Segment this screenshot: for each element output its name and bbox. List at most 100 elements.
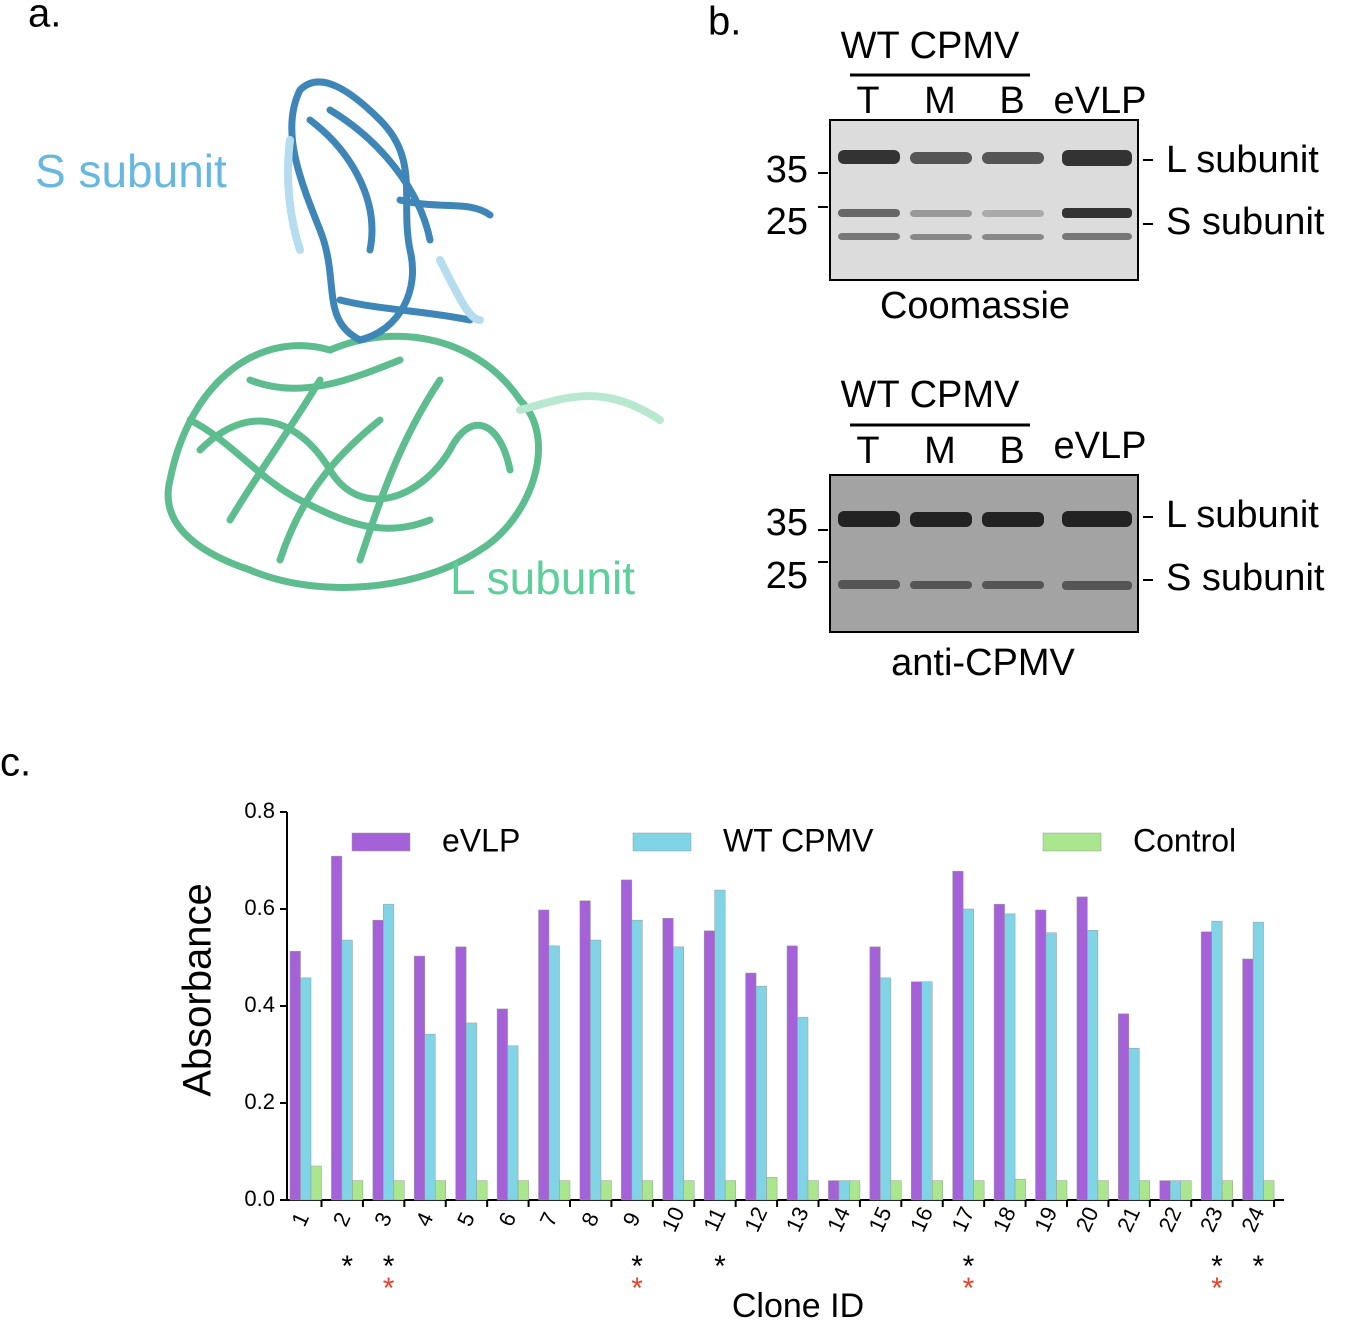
bar xyxy=(993,903,1005,1201)
x-tick-label: 14 xyxy=(822,1203,855,1236)
x-tick-label: 17 xyxy=(946,1203,979,1236)
bar xyxy=(1180,1180,1192,1201)
bar xyxy=(631,919,643,1201)
bar xyxy=(383,903,395,1201)
lane-label: B xyxy=(999,430,1024,472)
significance-mark: * xyxy=(714,1250,726,1283)
bar xyxy=(921,981,933,1201)
lane-label: M xyxy=(924,80,956,122)
bar xyxy=(1128,1047,1140,1201)
bar xyxy=(1242,958,1254,1201)
bar xyxy=(838,1180,850,1201)
bar xyxy=(559,1180,571,1201)
group-label: WT CPMV xyxy=(841,25,1020,67)
significance-mark: * xyxy=(341,1250,353,1283)
x-tick-label: 21 xyxy=(1112,1203,1145,1236)
band-label: L subunit xyxy=(1166,494,1319,536)
bar xyxy=(1087,930,1099,1201)
protein-structure xyxy=(164,78,664,591)
x-tick-label: 9 xyxy=(618,1208,646,1230)
bar xyxy=(331,855,343,1201)
bar xyxy=(786,945,798,1201)
bar xyxy=(1035,909,1047,1201)
bar xyxy=(310,1165,322,1201)
x-tick-label: 8 xyxy=(576,1208,604,1230)
bar xyxy=(1263,1180,1275,1201)
x-axis-title: Clone ID xyxy=(732,1287,864,1325)
bar xyxy=(590,939,602,1201)
x-tick-label: 23 xyxy=(1195,1203,1228,1236)
lane-label: eVLP xyxy=(1054,80,1147,122)
x-tick-label: 16 xyxy=(905,1203,938,1236)
bar xyxy=(1200,931,1212,1201)
legend-label: WT CPMV xyxy=(723,822,874,858)
y-tick-label: 0.6 xyxy=(244,895,275,920)
blot: WT CPMV T M B eVLP 35 25 L subunit S sub… xyxy=(766,25,1325,327)
bar xyxy=(548,945,560,1201)
bar xyxy=(600,1180,612,1201)
significance-mark: * xyxy=(963,1250,975,1283)
bar xyxy=(745,972,757,1201)
bar xyxy=(414,955,425,1201)
legend-label: Control xyxy=(1133,822,1236,858)
bar xyxy=(476,1180,488,1201)
lane-label: M xyxy=(924,430,956,472)
x-tick-label: 12 xyxy=(739,1203,772,1236)
bar xyxy=(1221,1180,1233,1201)
bar xyxy=(579,900,591,1201)
x-tick-label: 15 xyxy=(864,1203,897,1236)
y-tick-label: 0.8 xyxy=(244,798,275,823)
bar xyxy=(973,1180,985,1201)
lane-label: eVLP xyxy=(1054,425,1147,467)
bar xyxy=(538,909,550,1201)
bar xyxy=(517,1180,529,1201)
bar xyxy=(714,889,726,1201)
significance-mark: * xyxy=(1211,1272,1223,1305)
bar xyxy=(1252,921,1264,1201)
x-tick-label: 22 xyxy=(1153,1203,1186,1236)
y-tick-label: 0.2 xyxy=(244,1089,275,1114)
bar xyxy=(890,1180,902,1201)
bar xyxy=(673,946,684,1201)
x-tick-label: 5 xyxy=(452,1208,480,1230)
marker-label: 35 xyxy=(766,502,808,544)
bar xyxy=(880,977,892,1201)
bar xyxy=(393,1180,405,1201)
panel-label: c. xyxy=(0,741,31,785)
x-tick-label: 7 xyxy=(535,1208,563,1230)
x-tick-label: 24 xyxy=(1236,1203,1269,1236)
lane-label: T xyxy=(856,80,879,122)
significance-mark: * xyxy=(1252,1250,1264,1283)
significance-mark: * xyxy=(631,1272,643,1305)
bar xyxy=(797,1016,809,1201)
bar xyxy=(496,1008,508,1201)
x-tick-label: 2 xyxy=(328,1208,356,1230)
blot-caption: Coomassie xyxy=(880,285,1070,327)
significance-mark: * xyxy=(631,1250,643,1283)
bar xyxy=(683,1180,695,1201)
legend-swatch xyxy=(351,832,411,852)
bar xyxy=(1045,932,1057,1201)
bar xyxy=(703,930,715,1201)
bar xyxy=(766,1176,778,1201)
panel-label: b. xyxy=(708,0,741,44)
bar xyxy=(1159,1180,1171,1201)
legend-swatch xyxy=(1042,832,1102,852)
bar xyxy=(1097,1180,1109,1201)
band-label: S subunit xyxy=(1166,201,1325,243)
bar xyxy=(1004,913,1016,1201)
x-tick-label: 4 xyxy=(411,1208,439,1230)
significance-mark: * xyxy=(1211,1250,1223,1283)
y-tick-label: 0.4 xyxy=(244,992,275,1017)
bar xyxy=(932,1180,943,1201)
bar xyxy=(507,1045,519,1201)
x-tick-label: 10 xyxy=(656,1203,689,1236)
s-subunit-label: S subunit xyxy=(35,145,227,197)
legend-swatch xyxy=(632,832,692,852)
bar xyxy=(828,1180,840,1201)
panel-label: a. xyxy=(28,0,61,36)
bar xyxy=(352,1180,364,1201)
bar xyxy=(642,1180,654,1201)
y-tick-label: 0.0 xyxy=(244,1186,275,1211)
